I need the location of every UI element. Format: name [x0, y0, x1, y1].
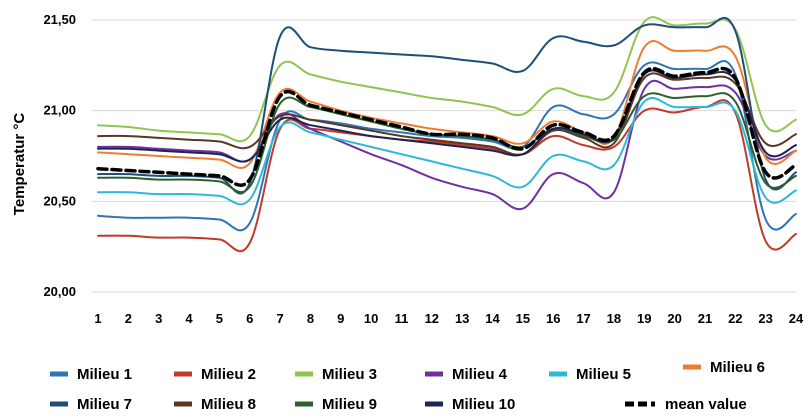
x-tick-label: 21: [698, 311, 712, 326]
legend-label: Milieu 7: [77, 396, 132, 413]
legend-label: Milieu 3: [322, 366, 377, 383]
legend-label: Milieu 8: [201, 396, 256, 413]
series-line-milieu-3: [97, 16, 797, 143]
legend-label: Milieu 4: [452, 366, 508, 383]
series-line-milieu-7: [97, 16, 797, 195]
y-axis-title: Temperatur °C: [11, 113, 28, 216]
y-tick-label: 20,00: [43, 284, 76, 299]
x-axis-tick-labels: 1 2 3 4 5 6 7 8 9 10 11 12 13 14 15 16 17 18 19 20 21 22 23 24: [94, 311, 804, 326]
x-tick-label: 14: [485, 311, 500, 326]
x-tick-label: 10: [364, 311, 378, 326]
x-tick-label: 17: [576, 311, 590, 326]
x-tick-label: 9: [337, 311, 344, 326]
legend-label: Milieu 6: [710, 359, 765, 376]
series-line-milieu-4: [97, 79, 797, 211]
series-lines: [96, 16, 798, 253]
legend-label: Milieu 9: [322, 396, 377, 413]
legend-label: Milieu 5: [576, 366, 631, 383]
legend-label: Milieu 10: [452, 396, 515, 413]
x-tick-label: 6: [246, 311, 253, 326]
x-tick-label: 5: [216, 311, 223, 326]
x-tick-label: 22: [728, 311, 742, 326]
x-tick-label: 13: [455, 311, 469, 326]
series-line-milieu-5: [97, 96, 797, 206]
series-line-mean-value: [96, 66, 798, 187]
x-tick-label: 7: [276, 311, 283, 326]
y-axis-tick-labels: 20,00 20,50 21,00 21,50: [43, 12, 76, 299]
x-tick-label: 12: [425, 311, 439, 326]
x-tick-label: 2: [125, 311, 132, 326]
x-tick-label: 3: [155, 311, 162, 326]
x-tick-label: 19: [637, 311, 651, 326]
x-tick-label: 24: [789, 311, 804, 326]
series-line-milieu-2: [97, 99, 797, 253]
gridlines: [92, 19, 796, 293]
series-line-milieu-1: [97, 60, 797, 232]
x-tick-label: 15: [516, 311, 530, 326]
x-tick-label: 1: [94, 311, 101, 326]
legend-label: mean value: [665, 396, 747, 413]
series-line-milieu-10: [97, 69, 797, 163]
legend: Milieu 1 Milieu 2 Milieu 3 Milieu 4 Milieu 5…: [50, 359, 765, 413]
x-tick-label: 11: [395, 311, 409, 326]
x-tick-label: 4: [185, 311, 193, 326]
y-tick-label: 21,50: [43, 12, 76, 27]
x-tick-label: 23: [758, 311, 772, 326]
series-line-milieu-8: [97, 72, 797, 156]
series-line-milieu-6: [97, 40, 797, 169]
legend-label: Milieu 2: [201, 366, 256, 383]
x-tick-label: 18: [607, 311, 621, 326]
x-tick-label: 16: [546, 311, 560, 326]
x-tick-label: 8: [307, 311, 314, 326]
x-tick-label: 20: [667, 311, 681, 326]
y-tick-label: 21,00: [43, 103, 76, 118]
y-tick-label: 20,50: [43, 193, 76, 208]
legend-label: Milieu 1: [77, 366, 132, 383]
